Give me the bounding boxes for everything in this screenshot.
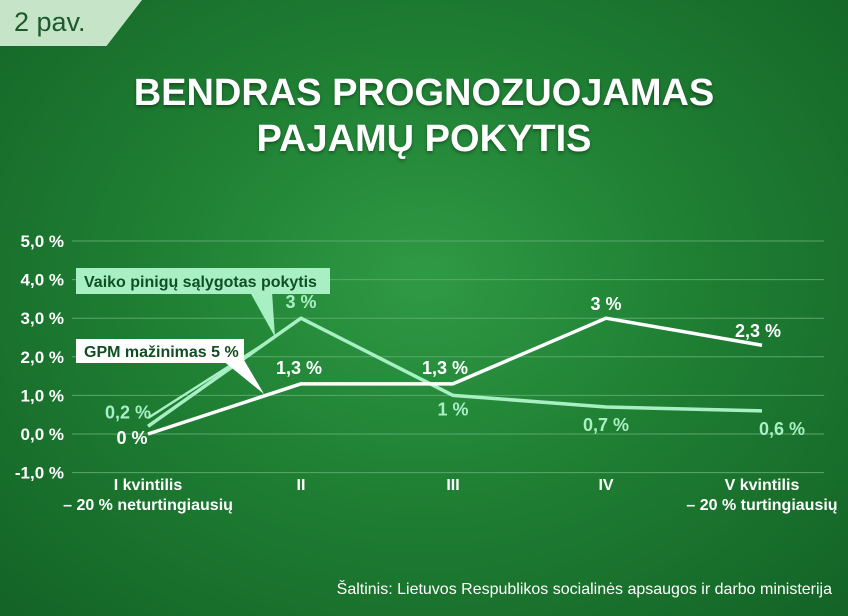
figure-tag-label: 2 pav. (14, 7, 86, 37)
x-tick-label: V kvintilis (725, 477, 800, 494)
x-tick-label: – 20 % neturtingiausių (63, 497, 233, 514)
chart-title-line-1: BENDRAS PROGNOZUOJAMAS (133, 72, 715, 114)
data-label-vaiko-pinigu: 3 % (285, 292, 316, 312)
data-label-gpm: 2,3 % (735, 321, 781, 341)
callout-pointer-vaiko-pinigu (250, 292, 275, 337)
y-tick-label: 1,0 % (21, 386, 64, 405)
series-line-gpm (147, 316, 763, 436)
data-label-vaiko-pinigu: 0,6 % (759, 419, 805, 439)
y-tick-label: -1,0 % (15, 464, 64, 483)
data-label-gpm: 3 % (590, 294, 621, 314)
x-tick-label: III (446, 477, 459, 494)
x-tick-label: I kvintilis (114, 477, 183, 494)
y-tick-label: 2,0 % (21, 348, 64, 367)
y-tick-label: 4,0 % (21, 271, 64, 290)
y-tick-label: 5,0 % (21, 232, 64, 251)
legend-label-vaiko-pinigu: Vaiko pinigų sąlygotas pokytis (84, 274, 317, 291)
legend-box-vaiko-pinigu (76, 268, 330, 294)
chart-title-line-2: PAJAMŲ POKYTIS (256, 118, 592, 160)
legend-box-gpm (76, 339, 244, 363)
data-label-vaiko-pinigu: 0,2 % (105, 402, 151, 422)
figure-tag: 2 pav. (0, 0, 142, 46)
y-tick-label: 3,0 % (21, 309, 64, 328)
chart-title: BENDRAS PROGNOZUOJAMAS PAJAMŲ POKYTIS (0, 70, 848, 162)
x-tick-label: IV (598, 477, 613, 494)
y-tick-label: 0,0 % (21, 425, 64, 444)
callout-leader-vaiko-pinigu (147, 335, 276, 420)
data-label-gpm: 1,3 % (276, 358, 322, 378)
data-label-gpm: 0 % (116, 428, 147, 448)
legend-label-gpm: GPM mažinimas 5 % (84, 344, 239, 361)
callout-pointer-gpm (222, 360, 264, 394)
data-label-vaiko-pinigu: 1 % (437, 399, 468, 419)
x-tick-label: – 20 % turtingiausių (686, 497, 837, 514)
data-label-gpm: 1,3 % (422, 358, 468, 378)
x-tick-label: II (297, 477, 306, 494)
data-label-vaiko-pinigu: 0,7 % (583, 415, 629, 435)
source-note: Šaltinis: Lietuvos Respublikos socialinė… (336, 581, 832, 598)
